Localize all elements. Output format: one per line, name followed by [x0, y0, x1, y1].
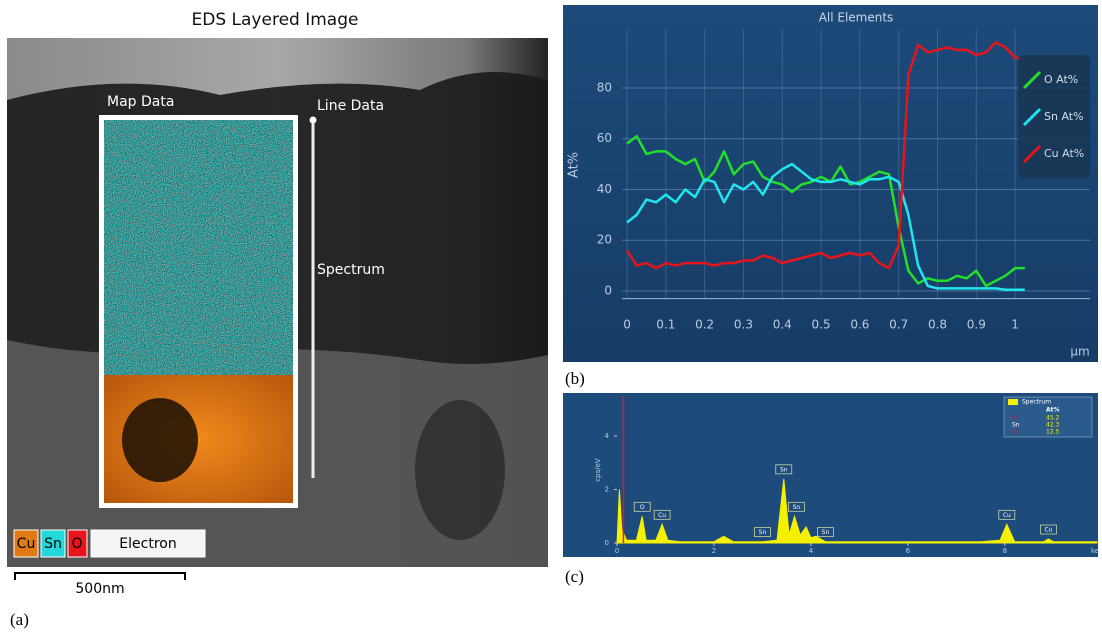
- map-void: [122, 398, 198, 482]
- y-tick-label: 0: [605, 539, 609, 547]
- scale-bar: [15, 573, 185, 580]
- legend-header: At%: [1046, 407, 1060, 414]
- x-axis-label: ke: [1091, 547, 1099, 555]
- peak-label: Cu: [1003, 512, 1011, 519]
- legend-label: O At%: [1044, 73, 1078, 86]
- layer-legend: Cu Sn O Electron: [14, 530, 205, 557]
- y-tick-label: 0: [604, 283, 612, 297]
- x-tick-label: 0: [615, 547, 619, 555]
- legend-label: O: [71, 536, 82, 552]
- line-start: [310, 117, 317, 124]
- pore: [415, 400, 505, 540]
- spectrum-label: Spectrum: [317, 262, 385, 278]
- legend-value: 42.3: [1046, 422, 1060, 429]
- x-tick-label: 0.5: [812, 318, 831, 332]
- x-tick-label: 1: [1011, 318, 1019, 332]
- x-tick-label: 0.2: [695, 318, 714, 332]
- scale-label: 500nm: [75, 581, 124, 597]
- legend-element: O: [1012, 415, 1017, 422]
- y-tick-label: 2: [605, 486, 609, 494]
- peak-label: Cu: [1045, 526, 1053, 533]
- caption: (b): [565, 369, 585, 388]
- legend-label: Spectrum: [1022, 399, 1051, 406]
- legend-element: Sn: [1012, 422, 1020, 429]
- x-tick-label: 0.7: [889, 318, 908, 332]
- line-label: Line Data: [317, 98, 384, 114]
- legend-label: Electron: [119, 536, 176, 552]
- y-tick-label: 80: [597, 80, 612, 94]
- x-tick-label: 0.4: [773, 318, 792, 332]
- legend-label: Sn At%: [1044, 110, 1084, 123]
- x-tick-label: 0: [623, 318, 631, 332]
- map-noise: [104, 120, 293, 375]
- x-tick-label: 4: [809, 547, 814, 555]
- x-tick-label: 0.9: [967, 318, 986, 332]
- y-tick-label: 20: [597, 233, 612, 247]
- x-tick-label: 8: [1003, 547, 1007, 555]
- chart-title: All Elements: [819, 11, 894, 25]
- peak-label: Cu: [658, 512, 666, 519]
- legend-value: 45.2: [1046, 415, 1060, 422]
- peak-label: Sn: [793, 504, 801, 511]
- legend-element: Cu: [1012, 429, 1020, 436]
- panel-title: EDS Layered Image: [192, 10, 359, 30]
- x-tick-label: 0.3: [734, 318, 753, 332]
- legend-label: Cu: [17, 536, 36, 552]
- x-tick-label: 0.1: [656, 318, 675, 332]
- legend-label: Sn: [44, 536, 62, 552]
- x-axis-label: µm: [1070, 345, 1089, 359]
- figure: EDS Layered Image Map Data Line Data Spe…: [0, 0, 1102, 633]
- peak-label: O: [640, 504, 645, 511]
- legend-label: Cu At%: [1044, 147, 1084, 160]
- x-tick-label: 6: [906, 547, 911, 555]
- x-tick-label: 0.8: [928, 318, 947, 332]
- y-tick-label: 60: [597, 131, 612, 145]
- y-axis-label: At%: [567, 152, 582, 178]
- map-label: Map Data: [107, 94, 174, 110]
- caption: (c): [565, 567, 584, 586]
- legend-value: 12.5: [1046, 429, 1060, 436]
- peak-label: Sn: [822, 529, 830, 536]
- x-tick-label: 0.6: [850, 318, 869, 332]
- x-tick-label: 2: [712, 547, 716, 555]
- y-axis-label: cps/eV: [594, 458, 602, 482]
- peak-label: Sn: [780, 466, 788, 473]
- legend-swatch: [1008, 399, 1018, 405]
- y-tick-label: 40: [597, 182, 612, 196]
- peak-label: Sn: [759, 529, 767, 536]
- y-tick-label: 4: [605, 432, 610, 440]
- caption: (a): [10, 610, 29, 629]
